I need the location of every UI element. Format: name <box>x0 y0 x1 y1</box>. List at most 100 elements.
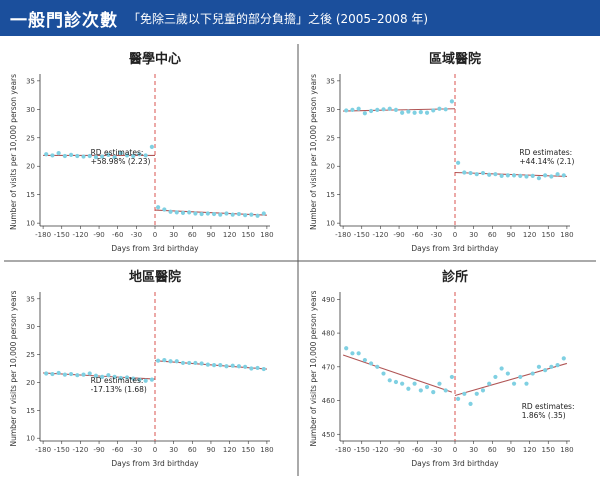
panel-4-data-point <box>555 363 560 368</box>
panel-2-data-point <box>393 107 399 112</box>
panel-4-data-point <box>480 388 486 393</box>
panel-4-data-point <box>449 374 454 380</box>
panel-2-y-tick-label: 35 <box>326 77 335 85</box>
panel-3-data-point <box>50 371 55 377</box>
panel-2-data-point <box>350 107 355 112</box>
panel-3-x-tick-label: -30 <box>131 446 142 454</box>
panel-3-x-tick-label: 150 <box>242 446 255 454</box>
panel-1-data-point <box>249 212 254 217</box>
panel-1-x-tick-label: 180 <box>260 231 273 239</box>
panel-3-data-point <box>81 372 86 377</box>
panel-4-data-point <box>424 384 430 390</box>
panel-2-data-point <box>437 106 442 111</box>
panel-1-y-axis-label: Number of visits per 10,000 person years <box>9 74 18 230</box>
panel-1-data-point <box>131 153 136 159</box>
panel-3-data-point <box>118 375 123 381</box>
panel-4-data-point <box>561 356 566 361</box>
panel-3-data-point <box>143 378 148 383</box>
panel-1-data-point <box>149 144 154 149</box>
panel-1-data-point <box>124 153 130 158</box>
panel-3-y-tick-label: 30 <box>26 323 35 331</box>
panel-2-data-point <box>524 174 529 179</box>
panel-4-x-tick-label: -30 <box>431 446 442 454</box>
panel-4-x-tick-label: -60 <box>412 446 423 454</box>
panel-1-data-point <box>255 213 260 218</box>
panel-2-data-point <box>536 176 542 181</box>
panel-4-x-tick-label: -120 <box>372 446 388 454</box>
panel-3-x-tick-label: -90 <box>93 446 104 454</box>
panel-1-x-tick-label: 120 <box>223 231 236 239</box>
panel-1-title: 醫學中心 <box>129 51 181 67</box>
panel-2-data-point <box>549 174 554 179</box>
chart-grid: 醫學中心-180 -150 -120 -90 -60 -30 0 30 60 90 120 150 18… <box>4 44 596 476</box>
panel-2-data-point <box>505 173 510 178</box>
panel-4-x-tick-label: 90 <box>506 446 515 454</box>
panel-3-y-tick-label: 20 <box>26 379 35 387</box>
panel-2-y-tick-label: 30 <box>326 106 335 114</box>
panel-4-fit-line-left <box>342 354 453 393</box>
panel-1-data-point <box>236 211 242 217</box>
panel-3-data-point <box>44 371 49 376</box>
panel-4-y-tick-label: 480 <box>322 330 335 338</box>
panel-4-y-tick-label: 470 <box>322 363 335 371</box>
panel-2-fit-line-right <box>454 171 567 178</box>
panel-4-data-point <box>412 381 417 386</box>
panel-4-data-point <box>499 366 504 371</box>
panel-2-data-point <box>511 173 517 178</box>
panel-1-data-point <box>193 211 198 216</box>
panel-4-data-point <box>518 374 523 380</box>
panel-1-x-axis-label: Days from 3rd birthday <box>111 244 199 253</box>
panel-1-y-tick-label: 30 <box>26 106 35 114</box>
panel-3-data-point <box>149 377 154 382</box>
panel-3-data-point <box>193 360 198 366</box>
panel-4-x-tick-label: 60 <box>488 446 497 454</box>
panel-4-data-point <box>350 351 355 356</box>
panel-1-data-point <box>156 205 161 210</box>
panel-3-data-point <box>112 374 117 379</box>
panel-2-data-point <box>344 108 349 113</box>
panel-1-x-tick-label: -180 <box>35 231 51 239</box>
panel-2-x-tick-label: -120 <box>372 231 388 239</box>
panel-3-data-point <box>168 359 173 364</box>
panel-3-data-point <box>93 373 99 378</box>
panel-4-data-point <box>344 346 349 351</box>
panel-1-y-tick-label: 35 <box>26 77 35 85</box>
panel-3-title: 地區醫院 <box>129 269 181 285</box>
panel-3-x-tick-label: 60 <box>188 446 197 454</box>
panel-1-data-point <box>218 212 223 217</box>
panel-1-y-tick-label: 15 <box>26 191 35 199</box>
panel-4-data-point <box>524 381 529 386</box>
panel-1-data-point <box>205 211 210 216</box>
panel-2-data-point <box>368 108 374 114</box>
panel-1-data-point <box>243 213 248 218</box>
panel-2-x-tick-label: -60 <box>412 231 423 239</box>
panel-3-data-point <box>224 364 229 369</box>
panel-4-data-point <box>375 364 380 369</box>
panel-4-y-tick-label: 490 <box>322 296 335 304</box>
panel-3-data-point <box>156 358 161 363</box>
panel-1-x-tick-label: 0 <box>153 231 157 239</box>
panel-1-data-point <box>112 155 117 160</box>
panel-3-data-point <box>255 365 260 371</box>
panel-2-data-point <box>474 172 479 177</box>
panel-1-x-tick-label: 150 <box>242 231 255 239</box>
panel-4-data-point <box>400 381 405 386</box>
panel-3-data-point <box>62 372 67 377</box>
panel-1-data-point <box>100 154 105 159</box>
panel-2-data-point <box>443 107 448 112</box>
panel-2-x-tick-label: -30 <box>431 231 442 239</box>
panel-3-data-point <box>205 362 210 367</box>
panel-3-data-point <box>131 376 136 381</box>
panel-3-data-point <box>211 363 217 368</box>
panel-2-data-point <box>381 107 386 112</box>
panel-2-data-point <box>400 110 405 115</box>
panel-1-data-point <box>44 152 49 157</box>
panel-3-x-tick-label: -120 <box>72 446 88 454</box>
panel-1-data-point <box>168 209 173 214</box>
panel-1-data-point <box>224 211 229 216</box>
panel-1-x-tick-label: 60 <box>188 231 197 239</box>
panel-4-data-point <box>418 388 423 393</box>
panel-3-data-point <box>174 359 179 364</box>
panel-2-rd-estimate-label: RD estimates: <box>519 148 572 157</box>
panel-3-rd-estimate-label: RD estimates: <box>91 376 144 385</box>
